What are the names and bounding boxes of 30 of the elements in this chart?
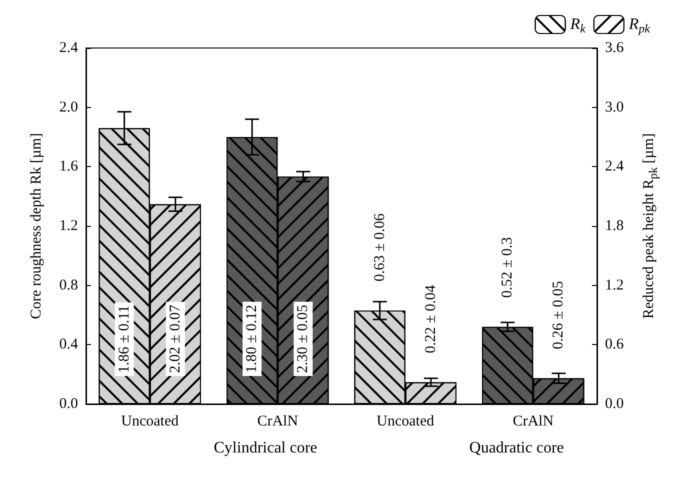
- y2-tick-label: 3.6: [605, 40, 624, 56]
- data-label: 0.26 ± 0.05: [550, 281, 567, 350]
- data-label: 0.63 ± 0.06: [372, 212, 388, 282]
- x-tick-label: CrAlN: [512, 414, 554, 430]
- y2-tick-label: 0.0: [605, 396, 624, 412]
- y-axis-title: Core roughness depth Rk [µm]: [28, 132, 44, 320]
- y-tick-label: 2.4: [59, 40, 78, 56]
- y2-tick-label: 2.4: [605, 158, 624, 175]
- y-tick-label: 0.8: [59, 277, 78, 294]
- x-tick-label: CrAlN: [257, 414, 298, 430]
- text: Quadratic core: [469, 440, 564, 456]
- y-tick-label: 0.4: [59, 336, 78, 353]
- y-tick-label: 1.6: [59, 158, 78, 175]
- data-label: 2.30 ± 0.05: [295, 304, 312, 373]
- y-tick-label: 1.2: [59, 218, 78, 234]
- data-label: 1.86 ± 0.11: [116, 305, 132, 373]
- y2-tick-label: 1.2: [605, 277, 624, 294]
- x-tick-label: Uncoated: [376, 414, 435, 430]
- y2-axis-title: Reduced peak height Rpk [µm]: [641, 133, 660, 319]
- y2-tick-label: 0.6: [605, 336, 624, 353]
- text: Cylindrical core: [214, 440, 318, 456]
- data-label: 1.80 ± 0.12: [244, 304, 260, 373]
- y2-tick-label: 3.0: [605, 99, 624, 116]
- y2-tick-label: 1.8: [605, 218, 624, 234]
- data-label: 0.22 ± 0.04: [422, 284, 439, 354]
- data-label: 0.52 ± 0.3: [500, 237, 516, 298]
- y-tick-label: 0.0: [59, 396, 78, 412]
- x-tick-label: Uncoated: [121, 414, 180, 430]
- y-tick-label: 2.0: [59, 99, 78, 116]
- data-label: 2.02 ± 0.07: [167, 304, 184, 373]
